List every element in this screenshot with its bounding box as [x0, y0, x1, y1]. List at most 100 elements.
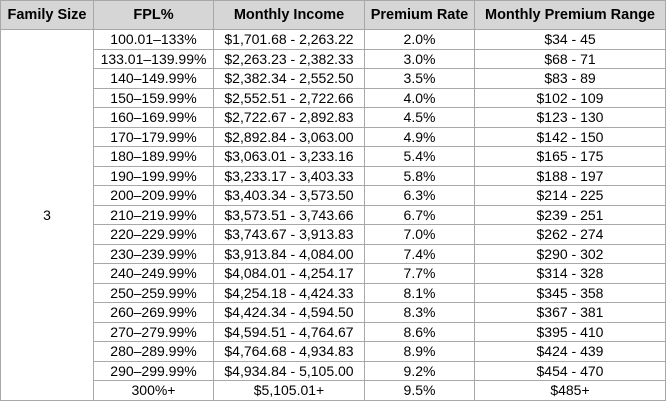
header-family-size: Family Size	[0, 0, 94, 30]
fpl-cell: 290–299.99%	[93, 360, 214, 381]
rate-cell: 7.0%	[364, 224, 475, 245]
income-cell: $4,594.51 - 4,764.67	[213, 321, 365, 342]
fpl-cell: 200–209.99%	[93, 185, 214, 206]
header-premium-rate: Premium Rate	[364, 0, 475, 30]
income-cell: $1,701.68 - 2,263.22	[213, 29, 365, 50]
premium-range-cell: $367 - 381	[474, 302, 666, 323]
rate-cell: 8.6%	[364, 321, 475, 342]
fpl-cell: 190–199.99%	[93, 165, 214, 186]
premium-table: Family Size FPL% Monthly Income Premium …	[0, 0, 666, 401]
table-row: 170–179.99% $2,892.84 - 3,063.00 4.9% $142 …	[1, 126, 666, 147]
table-row: 240–249.99% $4,084.01 - 4,254.17 7.7% $314 …	[1, 263, 666, 284]
premium-range-cell: $83 - 89	[474, 68, 666, 89]
income-cell: $4,084.01 - 4,254.17	[213, 263, 365, 284]
fpl-cell: 170–179.99%	[93, 126, 214, 147]
fpl-cell: 220–229.99%	[93, 224, 214, 245]
premium-range-cell: $188 - 197	[474, 165, 666, 186]
rate-cell: 6.3%	[364, 185, 475, 206]
table-row: 190–199.99% $3,233.17 - 3,403.33 5.8% $188 …	[1, 165, 666, 186]
table-row: 133.01–139.99% $2,263.23 - 2,382.33 3.0% $6…	[1, 48, 666, 69]
header-fpl: FPL%	[93, 0, 214, 30]
fpl-cell: 140–149.99%	[93, 68, 214, 89]
income-cell: $2,892.84 - 3,063.00	[213, 126, 365, 147]
header-row: Family Size FPL% Monthly Income Premium …	[0, 0, 666, 30]
income-cell: $3,063.01 - 3,233.16	[213, 146, 365, 167]
income-cell: $2,382.34 - 2,552.50	[213, 68, 365, 89]
fpl-cell: 210–219.99%	[93, 204, 214, 225]
fpl-cell: 160–169.99%	[93, 107, 214, 128]
premium-range-cell: $395 - 410	[474, 321, 666, 342]
table-row: 3 100.01–133% $1,701.68 - 2,263.22 2.0% $34 …	[0, 29, 666, 401]
income-cell: $3,573.51 - 3,743.66	[213, 204, 365, 225]
premium-range-cell: $454 - 470	[474, 360, 666, 381]
table-row: 300%+ $5,105.01+ 9.5% $485+	[1, 380, 666, 401]
rate-cell: 8.3%	[364, 302, 475, 323]
table-row: 200–209.99% $3,403.34 - 3,573.50 6.3% $214 …	[1, 185, 666, 206]
income-cell: $4,934.84 - 5,105.00	[213, 360, 365, 381]
premium-range-cell: $262 - 274	[474, 224, 666, 245]
rate-cell: 8.9%	[364, 341, 475, 362]
income-cell: $5,105.01+	[213, 380, 365, 401]
rate-cell: 2.0%	[364, 29, 475, 50]
header-monthly-income: Monthly Income	[213, 0, 365, 30]
rate-cell: 9.2%	[364, 360, 475, 381]
premium-range-cell: $68 - 71	[474, 48, 666, 69]
fpl-cell: 260–269.99%	[93, 302, 214, 323]
family-size-cell: 3	[0, 29, 94, 401]
rate-cell: 9.5%	[364, 380, 475, 401]
rate-cell: 5.8%	[364, 165, 475, 186]
fpl-cell: 270–279.99%	[93, 321, 214, 342]
fpl-cell: 150–159.99%	[93, 87, 214, 108]
premium-range-cell: $314 - 328	[474, 263, 666, 284]
fpl-cell: 230–239.99%	[93, 243, 214, 264]
income-cell: $4,254.18 - 4,424.33	[213, 282, 365, 303]
table-row: 250–259.99% $4,254.18 - 4,424.33 8.1% $345 …	[1, 282, 666, 303]
income-cell: $4,764.68 - 4,934.83	[213, 341, 365, 362]
premium-range-cell: $290 - 302	[474, 243, 666, 264]
rate-cell: 6.7%	[364, 204, 475, 225]
premium-range-cell: $485+	[474, 380, 666, 401]
income-cell: $3,913.84 - 4,084.00	[213, 243, 365, 264]
rate-cell: 3.5%	[364, 68, 475, 89]
table-row: 180–189.99% $3,063.01 - 3,233.16 5.4% $165 …	[1, 146, 666, 167]
premium-range-cell: $123 - 130	[474, 107, 666, 128]
income-cell: $2,722.67 - 2,892.83	[213, 107, 365, 128]
table-row: 270–279.99% $4,594.51 - 4,764.67 8.6% $395 …	[1, 321, 666, 342]
table-row: 150–159.99% $2,552.51 - 2,722.66 4.0% $102 …	[1, 87, 666, 108]
income-cell: $2,552.51 - 2,722.66	[213, 87, 365, 108]
premium-range-cell: $102 - 109	[474, 87, 666, 108]
rate-cell: 4.5%	[364, 107, 475, 128]
table-row: 160–169.99% $2,722.67 - 2,892.83 4.5% $123 …	[1, 107, 666, 128]
fpl-cell: 100.01–133%	[93, 29, 214, 50]
header-premium-range: Monthly Premium Range	[474, 0, 666, 30]
premium-range-cell: $142 - 150	[474, 126, 666, 147]
fpl-cell: 240–249.99%	[93, 263, 214, 284]
table-row: 290–299.99% $4,934.84 - 5,105.00 9.2% $454 …	[1, 360, 666, 381]
premium-range-cell: $214 - 225	[474, 185, 666, 206]
rate-cell: 4.0%	[364, 87, 475, 108]
income-cell: $3,403.34 - 3,573.50	[213, 185, 365, 206]
rate-cell: 8.1%	[364, 282, 475, 303]
income-cell: $3,233.17 - 3,403.33	[213, 165, 365, 186]
fpl-cell: 250–259.99%	[93, 282, 214, 303]
rate-cell: 7.7%	[364, 263, 475, 284]
rate-cell: 7.4%	[364, 243, 475, 264]
table-row: 210–219.99% $3,573.51 - 3,743.66 6.7% $239 …	[1, 204, 666, 225]
rate-cell: 3.0%	[364, 48, 475, 69]
rate-cell: 5.4%	[364, 146, 475, 167]
table-row: 260–269.99% $4,424.34 - 4,594.50 8.3% $367 …	[1, 302, 666, 323]
income-cell: $4,424.34 - 4,594.50	[213, 302, 365, 323]
table-row: 220–229.99% $3,743.67 - 3,913.83 7.0% $262 …	[1, 224, 666, 245]
fpl-cell: 280–289.99%	[93, 341, 214, 362]
fpl-cell: 300%+	[93, 380, 214, 401]
premium-range-cell: $34 - 45	[474, 29, 666, 50]
premium-range-cell: $165 - 175	[474, 146, 666, 167]
income-cell: $2,263.23 - 2,382.33	[213, 48, 365, 69]
fpl-cell: 180–189.99%	[93, 146, 214, 167]
table-row: 140–149.99% $2,382.34 - 2,552.50 3.5% $83 -…	[1, 68, 666, 89]
premium-range-cell: $345 - 358	[474, 282, 666, 303]
income-cell: $3,743.67 - 3,913.83	[213, 224, 365, 245]
rate-cell: 4.9%	[364, 126, 475, 147]
fpl-cell: 133.01–139.99%	[93, 48, 214, 69]
table-row: 280–289.99% $4,764.68 - 4,934.83 8.9% $424 …	[1, 341, 666, 362]
